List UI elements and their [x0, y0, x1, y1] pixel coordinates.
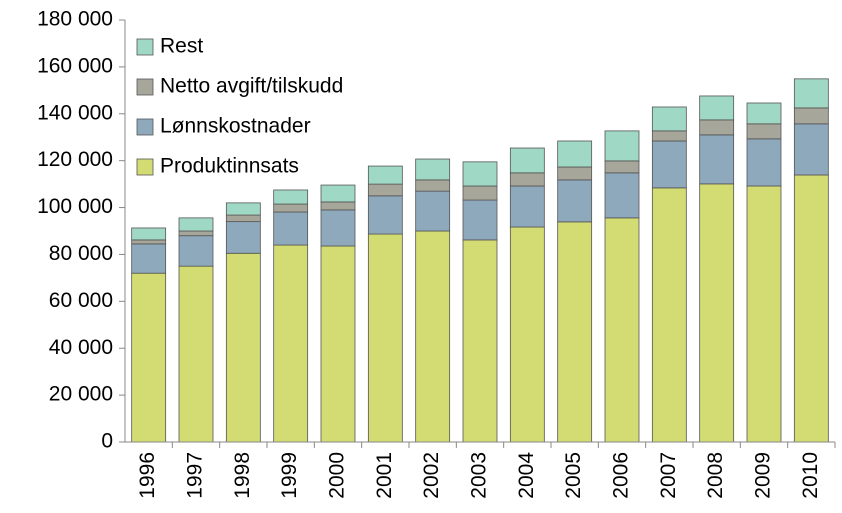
y-tick-label: 60 000	[49, 289, 113, 312]
bar-segment	[557, 221, 593, 443]
bar-segment	[557, 166, 593, 181]
legend-label: Netto avgift/tilskudd	[160, 75, 343, 98]
x-tick-label: 1997	[184, 452, 207, 499]
legend-swatch	[136, 78, 154, 96]
bar-segment	[415, 190, 451, 232]
bar-segment	[462, 161, 498, 187]
bar-segment	[131, 227, 167, 241]
x-tick-label: 2010	[799, 452, 822, 499]
bar-segment	[604, 172, 640, 219]
legend-label: Lønnskostnader	[160, 115, 311, 138]
bar-segment	[225, 252, 261, 443]
x-tick-label: 2000	[326, 452, 349, 499]
y-tick-label: 20 000	[49, 383, 113, 406]
bar-segment	[746, 102, 782, 125]
legend-label: Rest	[160, 35, 203, 58]
bar-segment	[225, 221, 261, 254]
bar-segment	[793, 174, 829, 443]
bar-segment	[793, 107, 829, 125]
bar-segment	[225, 214, 261, 223]
y-tick-label: 120 000	[37, 148, 113, 171]
bar-segment	[320, 184, 356, 203]
x-tick-label: 2008	[704, 452, 727, 499]
bar-segment	[273, 244, 309, 443]
bar-segment	[509, 226, 545, 443]
bar-segment	[793, 123, 829, 176]
legend-swatch	[136, 38, 154, 56]
x-tick-label: 2006	[610, 452, 633, 499]
legend-swatch	[136, 118, 154, 136]
bar-segment	[131, 272, 167, 443]
bar-segment	[367, 195, 403, 235]
bar-segment	[746, 185, 782, 443]
bar-segment	[651, 106, 687, 132]
bar-segment	[178, 235, 214, 267]
bar-segment	[604, 217, 640, 443]
bar-segment	[415, 230, 451, 443]
bar-segment	[557, 140, 593, 168]
x-tick-label: 2003	[468, 452, 491, 499]
bar-segment	[273, 189, 309, 205]
bar-segment	[415, 158, 451, 181]
bar-segment	[699, 134, 735, 185]
x-tick-label: 1996	[136, 452, 159, 499]
x-tick-label: 1999	[278, 452, 301, 499]
x-tick-label: 2002	[420, 452, 443, 499]
bar-segment	[131, 243, 167, 274]
bar-segment	[509, 172, 545, 187]
bar-segment	[699, 119, 735, 136]
y-tick-label: 80 000	[49, 242, 113, 265]
bar-segment	[320, 209, 356, 247]
y-tick-label: 160 000	[37, 54, 113, 77]
bar-segment	[604, 160, 640, 174]
bar-segment	[178, 265, 214, 443]
bar-segment	[651, 130, 687, 142]
bar-segment	[793, 78, 829, 109]
bar-segment	[367, 183, 403, 197]
bar-segment	[273, 211, 309, 246]
x-tick-label: 2007	[657, 452, 680, 499]
y-tick-label: 100 000	[37, 195, 113, 218]
bar-segment	[604, 130, 640, 162]
bar-segment	[746, 123, 782, 140]
bar-segment	[699, 95, 735, 121]
bar-segment	[462, 185, 498, 201]
bar-segment	[273, 203, 309, 213]
bar-segment	[651, 187, 687, 443]
x-tick-label: 1998	[231, 452, 254, 499]
bar-segment	[367, 165, 403, 185]
legend-swatch	[136, 158, 154, 176]
bar-segment	[178, 230, 214, 237]
bar-segment	[509, 147, 545, 174]
bar-segment	[178, 217, 214, 232]
bar-segment	[131, 239, 167, 245]
bar-segment	[415, 179, 451, 192]
y-tick-label: 0	[101, 430, 113, 453]
y-tick-label: 180 000	[37, 8, 113, 31]
bar-segment	[320, 201, 356, 211]
bar-segment	[509, 185, 545, 228]
bar-segment	[746, 138, 782, 187]
y-tick-label: 140 000	[37, 101, 113, 124]
bar-segment	[225, 202, 261, 216]
x-tick-label: 2001	[373, 452, 396, 499]
bar-segment	[699, 183, 735, 443]
bar-segment	[557, 179, 593, 223]
x-tick-label: 2004	[515, 452, 538, 499]
legend-label: Produktinnsats	[160, 155, 299, 178]
bar-segment	[651, 140, 687, 189]
x-tick-label: 2009	[752, 452, 775, 499]
bar-segment	[462, 199, 498, 241]
y-tick-label: 40 000	[49, 336, 113, 359]
bar-segment	[367, 233, 403, 443]
bar-segment	[320, 245, 356, 443]
x-tick-label: 2005	[562, 452, 585, 499]
bar-segment	[462, 239, 498, 443]
